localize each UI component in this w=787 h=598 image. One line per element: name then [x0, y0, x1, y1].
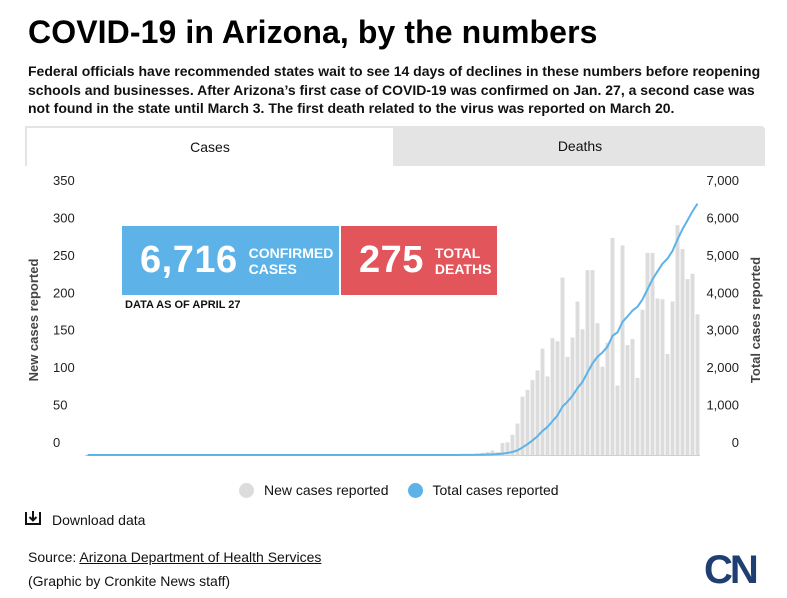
new-cases-bar — [600, 366, 605, 455]
chart-tabs: Cases Deaths — [25, 126, 765, 166]
legend-label-new-cases: New cases reported — [264, 482, 389, 498]
y-left-tick-label: 300 — [53, 210, 75, 225]
new-cases-bar — [610, 237, 615, 455]
new-cases-bar — [605, 342, 610, 455]
new-cases-bar — [585, 270, 590, 455]
page-subtitle: Federal officials have recommended state… — [28, 63, 761, 116]
new-cases-bar — [535, 370, 540, 455]
new-cases-bar — [560, 277, 565, 455]
new-cases-bar — [695, 314, 700, 455]
new-cases-bar — [545, 376, 550, 455]
new-cases-bar — [555, 341, 560, 455]
total-deaths-label: TOTAL DEATHS — [434, 244, 492, 277]
y-left-tick-label: 0 — [53, 435, 60, 450]
new-cases-bar — [500, 443, 505, 455]
source-link[interactable]: Arizona Department of Health Services — [79, 549, 322, 565]
new-cases-bar — [675, 225, 680, 455]
source-prefix: Source: — [28, 549, 80, 565]
new-cases-bar — [625, 344, 630, 455]
y-right-tick-label: 7,000 — [706, 173, 739, 188]
new-cases-bar — [680, 249, 685, 455]
new-cases-bar — [485, 452, 490, 455]
new-cases-bar — [550, 338, 555, 455]
y-right-tick-label: 1,000 — [706, 398, 739, 413]
new-cases-bar — [565, 356, 570, 455]
confirmed-cases-label: CONFIRMED CASES — [248, 244, 334, 277]
page-title: COVID-19 in Arizona, by the numbers — [28, 14, 598, 50]
data-as-of-note: DATA AS OF APRIL 27 — [125, 299, 241, 311]
y-right-tick-label: 6,000 — [706, 210, 739, 225]
new-cases-bar — [510, 434, 515, 455]
y-left-tick-label: 150 — [53, 323, 75, 338]
new-cases-bar — [615, 385, 620, 455]
new-cases-bar — [645, 252, 650, 455]
new-cases-bar — [685, 279, 690, 455]
new-cases-bar — [505, 442, 510, 455]
download-data-label: Download data — [52, 511, 146, 528]
y-right-axis-title: Total cases reported — [748, 257, 763, 383]
graphic-credit: (Graphic by Cronkite News staff) — [28, 573, 231, 589]
new-cases-bar — [650, 252, 655, 455]
download-icon — [24, 509, 42, 530]
legend-item-total-cases[interactable]: Total cases reported — [407, 482, 559, 498]
new-cases-bar — [665, 353, 670, 455]
tab-deaths[interactable]: Deaths — [557, 138, 603, 154]
download-data-button[interactable]: Download data — [24, 509, 145, 530]
new-cases-bar — [635, 377, 640, 455]
new-cases-bar — [525, 389, 530, 455]
tab-cases[interactable]: Cases — [25, 126, 395, 166]
source-line: Source: Arizona Department of Health Ser… — [28, 549, 321, 565]
legend-label-total-cases: Total cases reported — [432, 482, 559, 498]
y-right-tick-label: 3,000 — [706, 323, 739, 338]
confirmed-cases-box: 6,716 CONFIRMED CASES — [122, 226, 339, 295]
y-left-axis-title: New cases reported — [26, 259, 41, 382]
new-cases-bar — [660, 299, 665, 455]
new-cases-bar — [540, 348, 545, 455]
legend-swatch-new-cases — [239, 482, 254, 498]
y-left-tick-label: 100 — [53, 360, 75, 375]
new-cases-bar — [575, 301, 580, 455]
new-cases-bar — [580, 329, 585, 455]
total-cases-line — [87, 203, 699, 456]
legend-item-new-cases[interactable]: New cases reported — [239, 482, 389, 498]
confirmed-cases-value: 6,716 — [140, 239, 238, 281]
legend-swatch-total-cases — [407, 482, 423, 498]
new-cases-bar — [520, 396, 525, 455]
total-deaths-value: 275 — [359, 239, 424, 281]
new-cases-bar — [630, 338, 635, 455]
y-left-tick-label: 350 — [53, 173, 75, 188]
total-deaths-box: 275 TOTAL DEATHS — [341, 226, 497, 295]
y-right-tick-label: 5,000 — [706, 248, 739, 263]
new-cases-bar — [620, 245, 625, 455]
new-cases-bar — [515, 423, 520, 455]
y-right-tick-label: 2,000 — [706, 360, 739, 375]
cronkite-news-logo: CN — [704, 549, 760, 587]
cases-chart: 0 50 100 150 200 250 300 350 0 1,000 2,000 3,000 4,0… — [26, 173, 763, 456]
new-cases-bar — [490, 450, 495, 455]
new-cases-bar — [530, 380, 535, 455]
y-left-tick-label: 200 — [53, 285, 75, 300]
y-right-tick-label: 4,000 — [706, 285, 739, 300]
new-cases-bar — [670, 301, 675, 455]
chart-legend: New cases reported Total cases reported — [239, 482, 578, 498]
new-cases-bar — [640, 309, 645, 455]
new-cases-bar — [690, 273, 695, 455]
y-right-tick-label: 0 — [732, 435, 739, 450]
new-cases-bar — [595, 323, 600, 455]
logo-text: CN — [704, 549, 757, 587]
new-cases-bar — [655, 298, 660, 455]
y-left-tick-label: 50 — [53, 398, 67, 413]
y-left-tick-label: 250 — [53, 248, 75, 263]
